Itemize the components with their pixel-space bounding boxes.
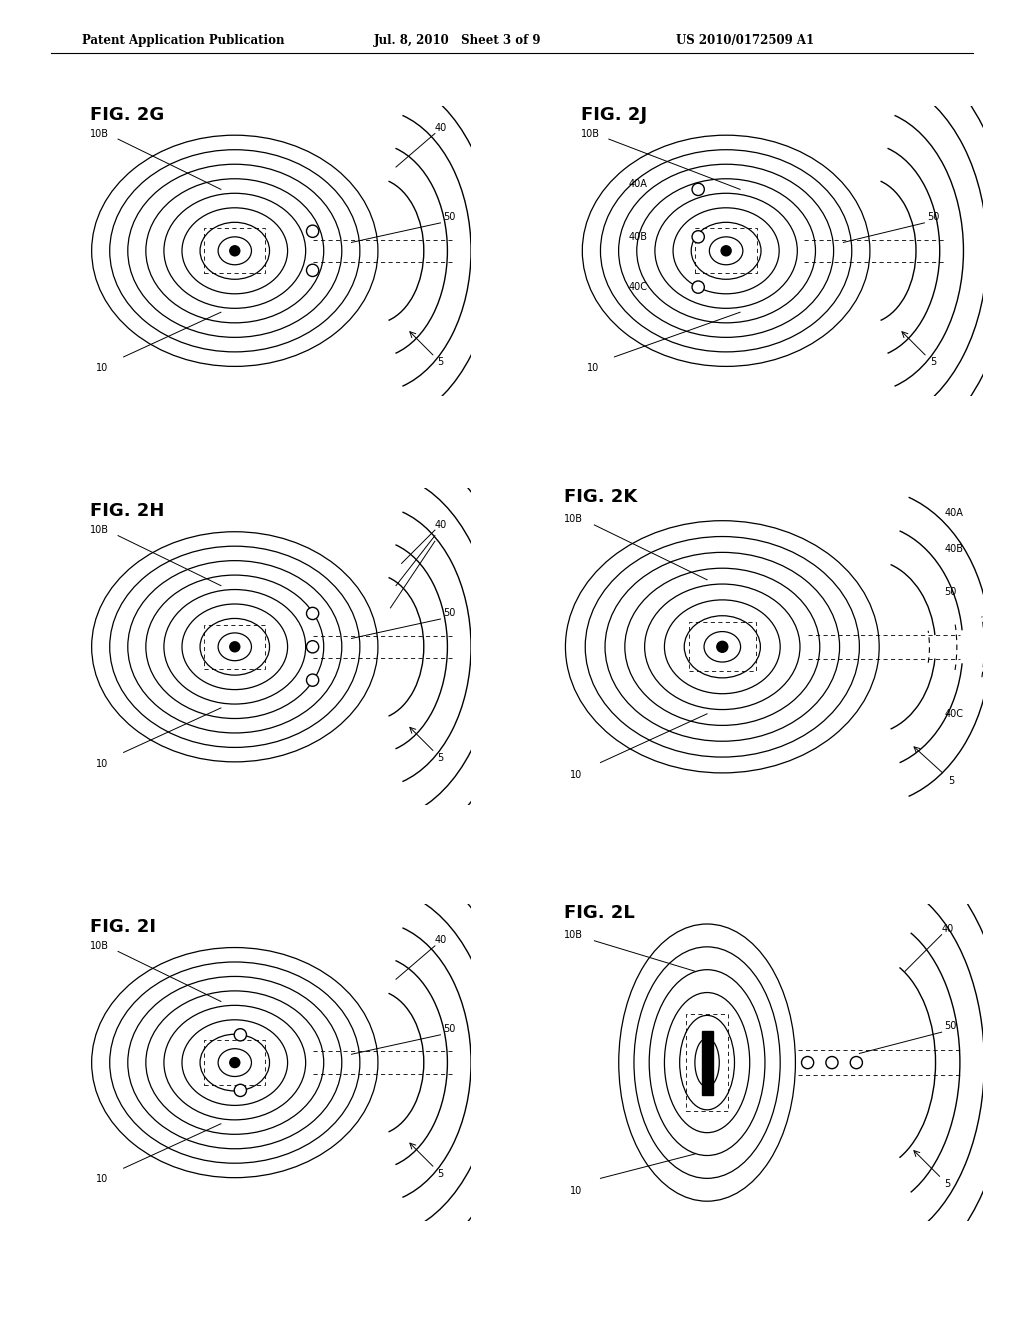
Text: Patent Application Publication: Patent Application Publication [82, 34, 285, 48]
Text: 40B: 40B [945, 544, 964, 554]
Bar [204, 228, 265, 273]
Text: 5: 5 [930, 358, 936, 367]
Text: 5: 5 [948, 776, 954, 785]
Text: 40C: 40C [945, 709, 964, 719]
Text: 10B: 10B [90, 525, 110, 535]
Circle shape [234, 1084, 247, 1097]
Text: 5: 5 [437, 752, 444, 763]
Circle shape [229, 642, 240, 652]
Text: 10: 10 [570, 770, 583, 780]
Text: 10B: 10B [90, 941, 110, 950]
Text: 50: 50 [945, 587, 957, 597]
Text: 40C: 40C [629, 282, 648, 292]
Circle shape [692, 231, 705, 243]
Text: 40A: 40A [945, 508, 964, 517]
Circle shape [802, 1056, 814, 1069]
Text: 5: 5 [437, 1168, 444, 1179]
Text: FIG. 2J: FIG. 2J [581, 106, 647, 124]
Text: 10B: 10B [564, 513, 583, 524]
Text: 40: 40 [435, 936, 447, 945]
Bar [204, 1040, 265, 1085]
Circle shape [229, 1057, 240, 1068]
Circle shape [717, 642, 728, 652]
Text: 5: 5 [945, 1180, 951, 1189]
Circle shape [306, 226, 318, 238]
Text: FIG. 2G: FIG. 2G [90, 106, 165, 124]
Bar [204, 624, 265, 669]
Text: 40A: 40A [629, 178, 648, 189]
Text: FIG. 2H: FIG. 2H [90, 503, 165, 520]
Bar [695, 228, 757, 273]
Text: 40: 40 [435, 123, 447, 133]
Text: 50: 50 [927, 213, 940, 222]
Circle shape [306, 675, 318, 686]
Text: FIG. 2K: FIG. 2K [564, 488, 637, 507]
Circle shape [306, 607, 318, 619]
Text: FIG. 2I: FIG. 2I [90, 919, 157, 936]
Text: 10: 10 [570, 1185, 583, 1196]
Text: 50: 50 [443, 609, 456, 619]
Text: 40: 40 [942, 924, 954, 933]
Circle shape [306, 264, 318, 276]
Text: 40B: 40B [629, 232, 648, 242]
Text: Jul. 8, 2010   Sheet 3 of 9: Jul. 8, 2010 Sheet 3 of 9 [374, 34, 542, 48]
Circle shape [229, 246, 240, 256]
Bar [686, 1014, 728, 1111]
Circle shape [692, 183, 705, 195]
Text: FIG. 2L: FIG. 2L [564, 904, 635, 923]
Bar [701, 1031, 713, 1094]
Text: 10B: 10B [564, 929, 583, 940]
Text: 50: 50 [443, 213, 456, 222]
Circle shape [850, 1056, 862, 1069]
Bar [689, 623, 756, 671]
Circle shape [692, 281, 705, 293]
Text: 10: 10 [587, 363, 599, 374]
Text: 10: 10 [96, 1175, 109, 1184]
Text: 5: 5 [437, 358, 444, 367]
Text: US 2010/0172509 A1: US 2010/0172509 A1 [676, 34, 814, 48]
Text: 50: 50 [443, 1024, 456, 1035]
Text: 10: 10 [96, 363, 109, 374]
Circle shape [826, 1056, 838, 1069]
Circle shape [721, 246, 731, 256]
Circle shape [306, 640, 318, 653]
Text: 50: 50 [945, 1022, 957, 1031]
Text: 10B: 10B [581, 128, 600, 139]
Text: 10: 10 [96, 759, 109, 768]
Circle shape [234, 1028, 247, 1041]
Text: 40: 40 [435, 520, 447, 529]
Text: 10B: 10B [90, 128, 110, 139]
